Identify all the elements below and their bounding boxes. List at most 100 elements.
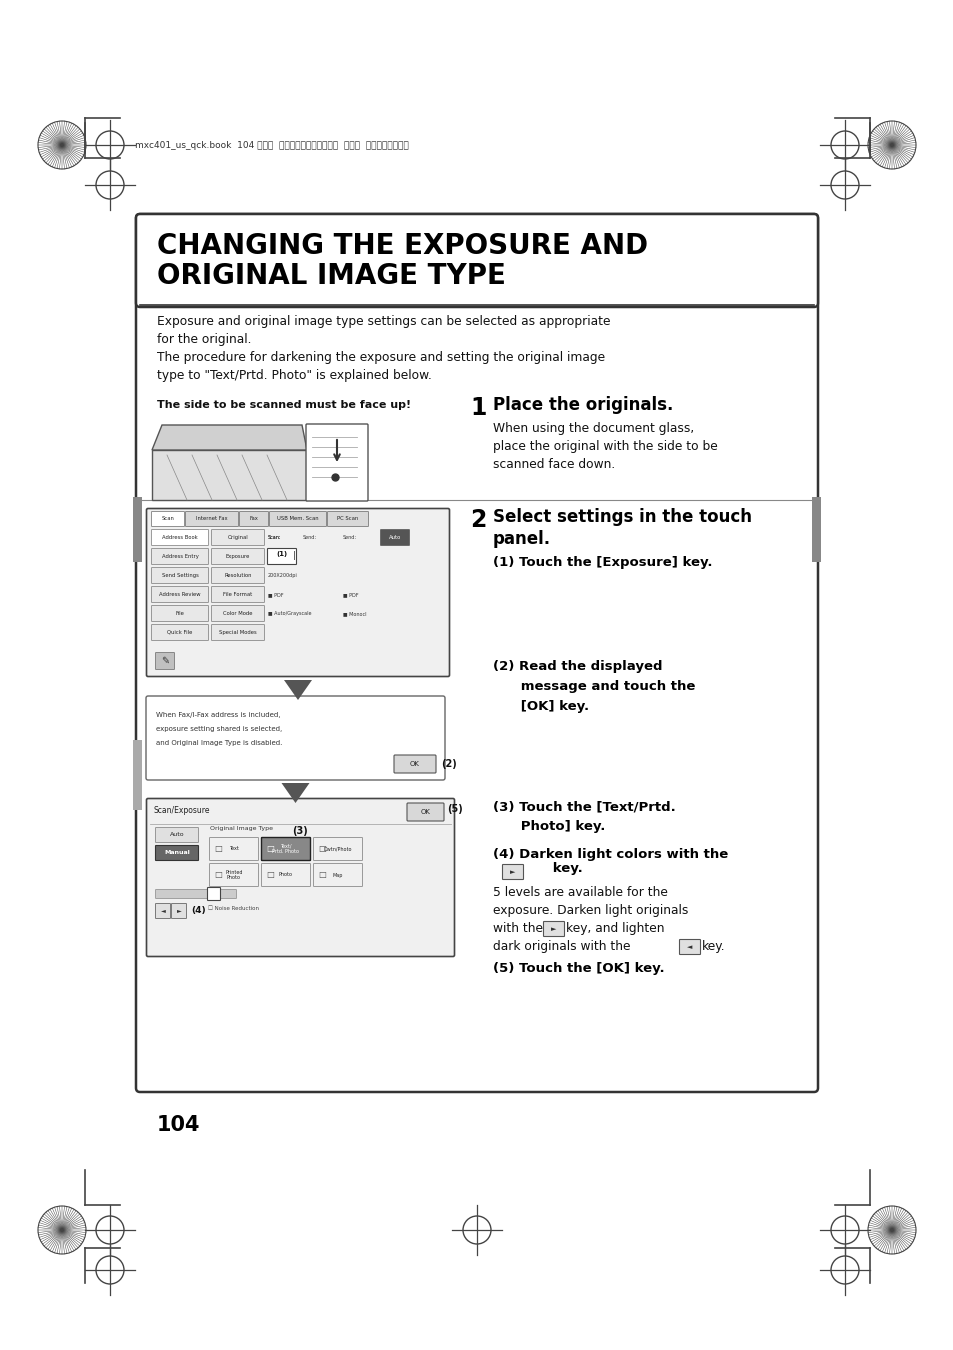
Text: (5): (5) [447, 805, 462, 814]
Text: key.: key. [524, 863, 582, 875]
Polygon shape [152, 425, 307, 450]
Text: Color Mode: Color Mode [223, 612, 253, 616]
Text: (1): (1) [275, 551, 287, 558]
FancyBboxPatch shape [152, 548, 209, 564]
Text: USB Mem. Scan: USB Mem. Scan [277, 517, 318, 521]
FancyBboxPatch shape [314, 864, 362, 887]
FancyBboxPatch shape [261, 837, 310, 860]
Text: message and touch the: message and touch the [493, 680, 695, 693]
Text: ■ Auto/Grayscale: ■ Auto/Grayscale [268, 612, 312, 616]
FancyBboxPatch shape [394, 755, 436, 774]
Text: 2: 2 [470, 508, 486, 532]
FancyBboxPatch shape [212, 529, 264, 545]
FancyBboxPatch shape [306, 424, 368, 501]
FancyBboxPatch shape [261, 864, 310, 887]
Text: ►: ► [510, 869, 516, 875]
Text: scanned face down.: scanned face down. [493, 458, 615, 471]
Text: 104: 104 [157, 1115, 200, 1135]
Text: ■ PDF: ■ PDF [268, 593, 283, 597]
FancyBboxPatch shape [239, 512, 268, 526]
Text: (2) Read the displayed: (2) Read the displayed [493, 660, 661, 674]
Bar [811, 497, 821, 562]
FancyBboxPatch shape [155, 828, 198, 842]
Text: 5 levels are available for the: 5 levels are available for the [493, 886, 667, 899]
FancyBboxPatch shape [152, 512, 184, 526]
Text: Send Settings: Send Settings [161, 572, 198, 578]
Text: Address Review: Address Review [159, 593, 200, 597]
Text: for the original.: for the original. [157, 333, 252, 346]
Text: Resolution: Resolution [224, 572, 252, 578]
FancyBboxPatch shape [185, 512, 238, 526]
Text: Dwtn/Photo: Dwtn/Photo [323, 846, 352, 852]
Text: (3): (3) [292, 826, 308, 836]
Text: □: □ [317, 845, 326, 853]
Text: When using the document glass,: When using the document glass, [493, 423, 694, 435]
FancyBboxPatch shape [147, 798, 454, 957]
FancyBboxPatch shape [152, 606, 209, 621]
Text: Text/
Prtd. Photo: Text/ Prtd. Photo [273, 844, 299, 855]
FancyBboxPatch shape [269, 512, 326, 526]
Text: Internet Fax: Internet Fax [196, 517, 228, 521]
Text: Send:: Send: [303, 535, 316, 540]
Text: (2): (2) [440, 759, 456, 769]
Text: Scan:: Scan: [268, 535, 281, 540]
Text: Scan:: Scan: [268, 535, 281, 540]
Text: (4): (4) [191, 906, 206, 915]
Text: Scan: Scan [161, 517, 174, 521]
Text: ◄: ◄ [160, 909, 165, 914]
Text: □: □ [213, 871, 222, 879]
Text: Text: Text [229, 846, 238, 852]
Polygon shape [152, 450, 307, 500]
Text: ■ Monocl: ■ Monocl [343, 612, 366, 616]
Text: Photo: Photo [278, 872, 293, 878]
Text: [OK] key.: [OK] key. [493, 701, 589, 713]
Text: exposure. Darken light originals: exposure. Darken light originals [493, 904, 688, 917]
Text: 1: 1 [470, 396, 486, 420]
FancyBboxPatch shape [136, 215, 817, 306]
Text: place the original with the side to be: place the original with the side to be [493, 440, 717, 454]
FancyBboxPatch shape [212, 586, 264, 602]
Text: Auto: Auto [389, 535, 400, 540]
FancyBboxPatch shape [152, 586, 209, 602]
Bar [132, 740, 142, 810]
Text: □: □ [317, 871, 326, 879]
FancyBboxPatch shape [152, 529, 209, 545]
FancyBboxPatch shape [152, 625, 209, 640]
FancyBboxPatch shape [212, 548, 264, 564]
FancyBboxPatch shape [407, 803, 443, 821]
Text: Printed
Photo: Printed Photo [225, 869, 242, 880]
FancyBboxPatch shape [146, 697, 444, 780]
Text: 200X200dpi: 200X200dpi [268, 572, 297, 578]
FancyBboxPatch shape [267, 548, 296, 564]
Text: Exposure: Exposure [226, 554, 250, 559]
Text: □: □ [266, 871, 274, 879]
Text: OK: OK [410, 761, 419, 767]
Text: PC Scan: PC Scan [337, 517, 358, 521]
Text: ORIGINAL IMAGE TYPE: ORIGINAL IMAGE TYPE [157, 262, 505, 290]
Text: ■ PDF: ■ PDF [343, 593, 358, 597]
Text: Fax: Fax [250, 517, 258, 521]
Text: ☐ Noise Reduction: ☐ Noise Reduction [208, 906, 258, 911]
Text: type to "Text/Prtd. Photo" is explained below.: type to "Text/Prtd. Photo" is explained … [157, 369, 432, 382]
Text: Address Book: Address Book [162, 535, 197, 540]
Text: ►: ► [551, 926, 557, 931]
Text: Original Image Type: Original Image Type [210, 826, 273, 832]
FancyBboxPatch shape [155, 903, 171, 918]
FancyBboxPatch shape [147, 509, 449, 676]
FancyBboxPatch shape [543, 922, 564, 937]
Text: key, and lighten: key, and lighten [565, 922, 664, 936]
Text: □: □ [213, 845, 222, 853]
Text: Exposure and original image type settings can be selected as appropriate: Exposure and original image type setting… [157, 315, 610, 328]
Text: (3) Touch the [Text/Prtd.: (3) Touch the [Text/Prtd. [493, 801, 675, 813]
Text: exposure setting shared is selected,: exposure setting shared is selected, [156, 726, 282, 732]
Text: Send:: Send: [343, 535, 356, 540]
Text: OK: OK [420, 809, 431, 815]
FancyBboxPatch shape [380, 529, 409, 545]
FancyBboxPatch shape [210, 864, 258, 887]
FancyBboxPatch shape [679, 940, 700, 954]
Text: ✎: ✎ [161, 656, 169, 666]
Text: Quick File: Quick File [167, 630, 193, 634]
Text: and Original Image Type is disabled.: and Original Image Type is disabled. [156, 740, 282, 747]
FancyBboxPatch shape [155, 890, 236, 899]
FancyBboxPatch shape [155, 845, 198, 860]
